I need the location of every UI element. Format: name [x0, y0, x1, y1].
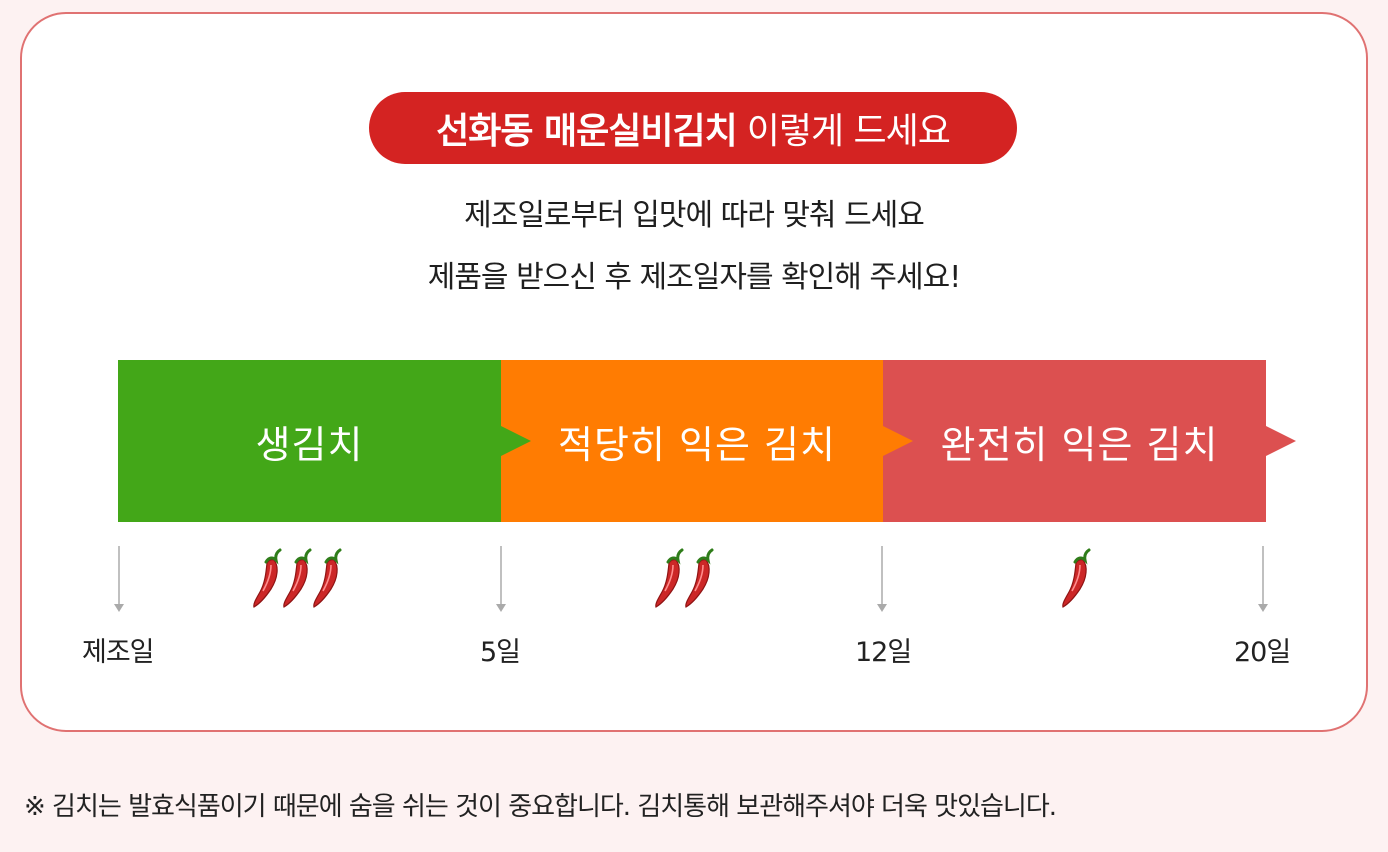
arrow-down-icon: [496, 546, 506, 612]
chevron-right-icon: [1266, 426, 1296, 456]
subtitle-line-1: 제조일로부터 입맛에 따라 맞춰 드세요: [464, 198, 925, 233]
pepper-group-fresh: [250, 548, 350, 610]
pepper-group-medium: [652, 548, 722, 610]
chili-pepper-icon: [685, 548, 714, 608]
stage-ripe: 완전히 익은 김치: [883, 360, 1266, 522]
title-light: 이렇게 드세요: [746, 111, 951, 152]
chili-pepper-icon: [253, 548, 282, 608]
title-pill: 선화동 매운실비김치 이렇게 드세요: [369, 92, 1017, 164]
stage-fresh: 생김치: [118, 360, 501, 522]
pepper-group-ripe: [1059, 548, 1099, 610]
milestone-label: 제조일: [82, 637, 155, 668]
arrow-down-icon: [877, 546, 887, 612]
arrow-down-icon: [1258, 546, 1268, 612]
chevron-right-icon: [501, 426, 531, 456]
footnote: ※ 김치는 발효식품이기 때문에 숨을 쉬는 것이 중요합니다. 김치통해 보관…: [24, 792, 1057, 822]
subtitle-line-2: 제품을 받으신 후 제조일자를 확인해 주세요!: [427, 260, 962, 295]
chili-pepper-icon: [283, 548, 312, 608]
stage-label: 생김치: [255, 422, 364, 467]
milestone-label: 12일: [855, 637, 912, 668]
stage-label: 완전히 익은 김치: [940, 422, 1219, 467]
chili-pepper-icon: [655, 548, 684, 608]
chevron-right-icon: [883, 426, 913, 456]
milestone-label: 5일: [480, 637, 521, 668]
chili-pepper-icon: [1062, 548, 1091, 608]
stage-label: 적당히 익은 김치: [558, 422, 836, 467]
milestone-label: 20일: [1234, 637, 1291, 668]
ripening-timeline: 생김치 적당히 익은 김치 완전히 익은 김치: [118, 360, 1298, 522]
stage-medium: 적당히 익은 김치: [501, 360, 883, 522]
chili-pepper-icon: [313, 548, 342, 608]
arrow-down-icon: [114, 546, 124, 612]
title-bold: 선화동 매운실비김치: [436, 111, 738, 152]
